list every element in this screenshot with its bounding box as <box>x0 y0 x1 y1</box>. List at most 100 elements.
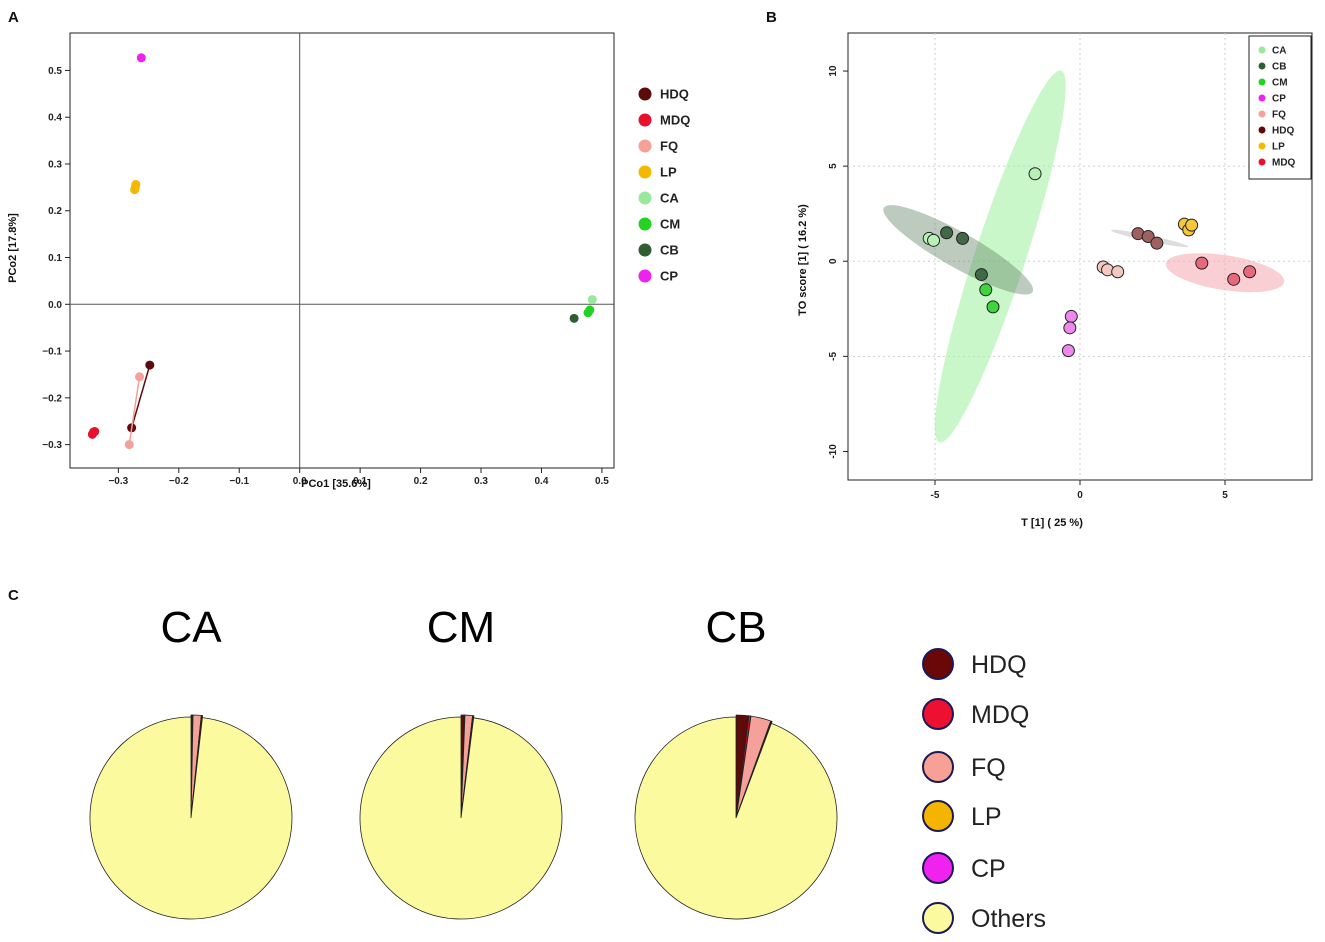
legend-a-marker-lp <box>638 165 652 179</box>
legend-a-label-fq: FQ <box>660 139 678 154</box>
legend-b-label-cp: CP <box>1272 94 1286 105</box>
point-b-mdq <box>1195 256 1209 270</box>
panel-a-ytick-label: −0.1 <box>42 347 62 358</box>
legend-c-marker-hdq <box>922 648 954 680</box>
point-lp <box>131 180 141 190</box>
legend-a-marker-cm <box>638 217 652 231</box>
panel-c-letter: C <box>8 587 19 604</box>
series-line-hdq <box>130 364 151 428</box>
legend-c-label-lp: LP <box>971 803 1002 831</box>
panel-b-ytick-label: 0 <box>828 258 839 264</box>
panel-b-xlabel: T [1] ( 25 %) <box>1021 517 1083 529</box>
panel-a-ytick-label: −0.3 <box>42 440 62 451</box>
panel-b: B -5 0 5 -10 -5 0 5 10 T [1] ( 25 %) TO score [… <box>766 9 1313 529</box>
legend-a-marker-cb <box>638 243 652 257</box>
panel-a-xtick-label: 0.3 <box>474 476 488 487</box>
legend-b-marker-mdq <box>1258 158 1266 166</box>
legend-a-label-hdq: HDQ <box>660 87 689 102</box>
panel-b-ytick-label: -5 <box>828 351 839 360</box>
panel-b-xtick-label: 5 <box>1222 490 1228 501</box>
panel-a-xtick-label: 0.5 <box>595 476 609 487</box>
panel-a-xtick-label: −0.1 <box>229 476 249 487</box>
legend-a-marker-cp <box>638 269 652 283</box>
panel-c-pies: CA CM CB <box>89 603 838 920</box>
panel-a-xtick-label: 0.0 <box>293 476 307 487</box>
legend-a-label-cm: CM <box>660 217 680 232</box>
panel-a-xtick-label: 0.2 <box>414 476 428 487</box>
legend-c-label-hdq: HDQ <box>971 651 1027 679</box>
legend-b-marker-ca <box>1258 46 1266 54</box>
point-b-cm <box>979 283 993 297</box>
panel-b-ytick-label: 10 <box>828 65 839 77</box>
legend-b-label-lp: LP <box>1272 142 1285 153</box>
legend-c-label-others: Others <box>971 905 1046 933</box>
pie-title-ca: CA <box>160 603 222 652</box>
point-b-cp <box>1064 309 1078 323</box>
panel-a-frame <box>69 32 615 469</box>
legend-a-label-ca: CA <box>660 191 679 206</box>
point-fq <box>135 372 145 382</box>
legend-b-marker-cb <box>1258 62 1266 70</box>
panel-a-xtick-label: −0.2 <box>169 476 189 487</box>
panel-a-xtick-label: 0.4 <box>535 476 549 487</box>
legend-c-marker-fq <box>922 751 954 783</box>
point-b-cb <box>974 268 988 282</box>
legend-b-marker-fq <box>1258 110 1266 118</box>
panel-a-letter: A <box>8 9 19 26</box>
panel-c-legend: HDQ MDQ FQ LP CP Others <box>922 648 1046 934</box>
series-line-fq <box>128 376 141 445</box>
point-b-ca <box>1028 167 1042 181</box>
point-b-cp <box>1063 321 1077 335</box>
point-b-cb <box>940 226 954 240</box>
panel-a-ylabel: PCo2 [17.8%] <box>7 213 19 283</box>
panel-a-ytick-label: 0.2 <box>48 206 62 217</box>
legend-a-marker-mdq <box>638 113 652 127</box>
panel-b-legend: CA CB CM CP FQ HDQ LP MDQ <box>1248 35 1312 180</box>
pie-title-cb: CB <box>705 603 766 652</box>
legend-a-marker-ca <box>638 191 652 205</box>
legend-c-marker-lp <box>922 800 954 832</box>
pie-slice-cb-others <box>634 716 838 920</box>
pie-title-cm: CM <box>427 603 495 652</box>
point-b-hdq <box>1150 236 1164 250</box>
panel-b-letter: B <box>766 9 777 26</box>
point-hdq <box>145 360 155 370</box>
point-b-fq <box>1111 265 1125 279</box>
panel-a: A −0.3 −0.2 −0.1 0.0 0.1 0.2 0.3 0.4 0.5 −0.3 −0.2… <box>7 9 690 490</box>
legend-b-label-cm: CM <box>1272 78 1288 89</box>
ellipse-cb <box>883 205 1034 295</box>
legend-c-label-mdq: MDQ <box>971 701 1029 729</box>
legend-b-label-cb: CB <box>1272 62 1286 73</box>
panel-b-ellipses <box>883 70 1285 443</box>
legend-a-label-mdq: MDQ <box>660 113 690 128</box>
point-fq <box>124 440 134 450</box>
legend-a-marker-hdq <box>638 87 652 101</box>
panel-a-legend: HDQ MDQ FQ LP CA CM CB CP <box>638 87 690 284</box>
panel-a-ytick-label: −0.2 <box>42 393 62 404</box>
panel-a-ytick-label: 0.1 <box>48 253 62 264</box>
legend-c-label-fq: FQ <box>971 754 1006 782</box>
legend-a-label-cp: CP <box>660 269 678 284</box>
ellipse-mdq <box>1165 253 1285 293</box>
legend-b-marker-lp <box>1258 142 1266 150</box>
panel-a-points <box>87 53 597 450</box>
legend-b-marker-hdq <box>1258 126 1266 134</box>
point-mdq <box>90 427 100 437</box>
legend-b-label-ca: CA <box>1272 46 1286 57</box>
legend-c-label-cp: CP <box>971 855 1006 883</box>
panel-b-frame <box>847 32 1313 481</box>
legend-a-label-lp: LP <box>660 165 677 180</box>
point-b-mdq <box>1243 265 1257 279</box>
point-cb <box>569 313 579 323</box>
point-cp <box>136 53 146 63</box>
pie-slice-ca-others <box>89 716 293 920</box>
panel-b-xtick-label: -5 <box>931 490 940 501</box>
point-ca <box>587 295 597 305</box>
legend-c-marker-others <box>922 902 954 934</box>
legend-b-label-hdq: HDQ <box>1272 126 1294 137</box>
panel-a-axes: −0.3 −0.2 −0.1 0.0 0.1 0.2 0.3 0.4 0.5 −0.3 −0.2 −0… <box>42 32 615 487</box>
legend-a-label-cb: CB <box>660 243 679 258</box>
point-b-cb <box>956 231 970 245</box>
legend-b-label-mdq: MDQ <box>1272 158 1296 169</box>
